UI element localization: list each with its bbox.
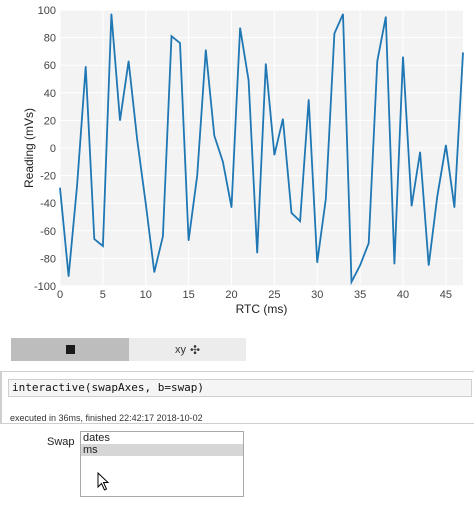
swap-select-list[interactable]: dates ms	[80, 431, 244, 497]
data-point	[153, 271, 155, 273]
x-tick-label: 35	[354, 289, 366, 301]
data-point	[265, 63, 267, 65]
data-point	[402, 56, 404, 58]
data-point	[230, 206, 233, 208]
y-tick-label: -80	[40, 253, 56, 265]
x-tick-label: 20	[225, 289, 237, 301]
pan-zoom-button[interactable]: xy ✣	[129, 338, 246, 361]
xy-label: xy	[174, 343, 186, 356]
y-tick-label: -40	[40, 198, 56, 210]
data-point	[308, 99, 310, 101]
x-tick-label: 30	[311, 289, 323, 301]
data-point	[170, 35, 173, 37]
swap-label: Swap	[47, 436, 75, 448]
data-points	[59, 13, 464, 283]
data-point	[368, 242, 370, 244]
series-line	[59, 13, 464, 286]
y-tick-label: 100	[38, 5, 56, 17]
data-point	[299, 220, 301, 222]
data-point	[419, 151, 421, 153]
stop-square-icon	[65, 345, 75, 354]
y-tick-label: 0	[50, 143, 56, 155]
x-tick-label: 45	[440, 289, 452, 301]
chart-svg: -100 -80 -60 -40 -20 0 20 40 60 80 100 0 5 10 15 20 25 30…	[22, 5, 464, 316]
x-tick-label: 25	[268, 289, 280, 301]
data-point	[273, 154, 275, 156]
data-point	[127, 60, 130, 62]
code-cell-input[interactable]: interactive(swapAxes, b=swap)	[8, 379, 472, 397]
y-tick-label: -20	[40, 171, 56, 183]
data-point	[196, 175, 198, 177]
y-tick-label: -100	[34, 281, 56, 293]
x-tick-label: 10	[140, 289, 152, 301]
data-point	[256, 252, 258, 254]
cell-left-border	[0, 372, 2, 424]
data-point	[376, 60, 378, 62]
data-point	[188, 239, 190, 242]
data-point	[342, 13, 344, 15]
data-point	[85, 65, 87, 68]
cell-divider-top	[0, 371, 474, 372]
swap-option-dates[interactable]: dates	[83, 432, 110, 444]
figure-toolbar: xy ✣	[11, 338, 246, 361]
y-tick-label: 40	[44, 88, 56, 100]
data-point	[282, 118, 284, 120]
data-point	[248, 79, 250, 81]
data-point	[136, 139, 138, 141]
y-tick-label: 80	[44, 33, 56, 45]
y-tick-label: 60	[44, 60, 56, 72]
data-point	[239, 27, 241, 29]
data-point	[350, 281, 353, 283]
data-point	[325, 198, 327, 200]
data-point	[102, 245, 104, 247]
data-point	[359, 264, 361, 266]
data-point	[205, 49, 207, 51]
data-point	[453, 206, 456, 208]
data-point	[445, 144, 447, 146]
data-point	[428, 264, 430, 266]
x-axis-label: RTC (ms)	[236, 302, 288, 316]
x-tick-label: 40	[397, 289, 409, 301]
data-point	[119, 119, 121, 121]
move-icon: ✣	[189, 342, 201, 357]
y-axis-label: Reading (mVs)	[22, 108, 36, 188]
execution-status: executed in 36ms, finished 22:42:17 2018…	[10, 413, 203, 423]
line-chart[interactable]: -100 -80 -60 -40 -20 0 20 40 60 80 100 0 5 10 15 20 25 30…	[0, 0, 474, 325]
stop-interaction-button[interactable]	[11, 338, 129, 361]
x-tick-label: 5	[100, 289, 106, 301]
data-point	[145, 202, 147, 204]
tick-labels: -100 -80 -60 -40 -20 0 20 40 60 80 100 0 5 10 15 20 25 30…	[34, 5, 452, 301]
cell-divider-bottom	[0, 423, 474, 424]
data-point	[162, 235, 164, 237]
data-point	[110, 13, 113, 15]
mouse-pointer-icon	[97, 472, 110, 491]
data-point	[179, 42, 181, 44]
swap-option-ms[interactable]: ms	[81, 444, 243, 456]
data-point	[93, 238, 95, 240]
data-point	[213, 134, 215, 137]
data-point	[76, 184, 78, 186]
data-point	[316, 261, 318, 264]
x-tick-label: 15	[182, 289, 194, 301]
data-point	[393, 263, 396, 265]
data-point	[436, 195, 438, 197]
data-point	[222, 161, 224, 163]
data-point	[67, 275, 70, 277]
data-point	[410, 205, 413, 207]
data-point	[462, 52, 464, 54]
y-tick-label: 20	[44, 115, 56, 127]
data-point	[385, 16, 387, 18]
y-tick-label: -60	[40, 226, 56, 238]
x-tick-label: 0	[57, 289, 63, 301]
data-point	[59, 187, 61, 189]
data-point	[333, 32, 335, 35]
data-point	[290, 212, 293, 214]
